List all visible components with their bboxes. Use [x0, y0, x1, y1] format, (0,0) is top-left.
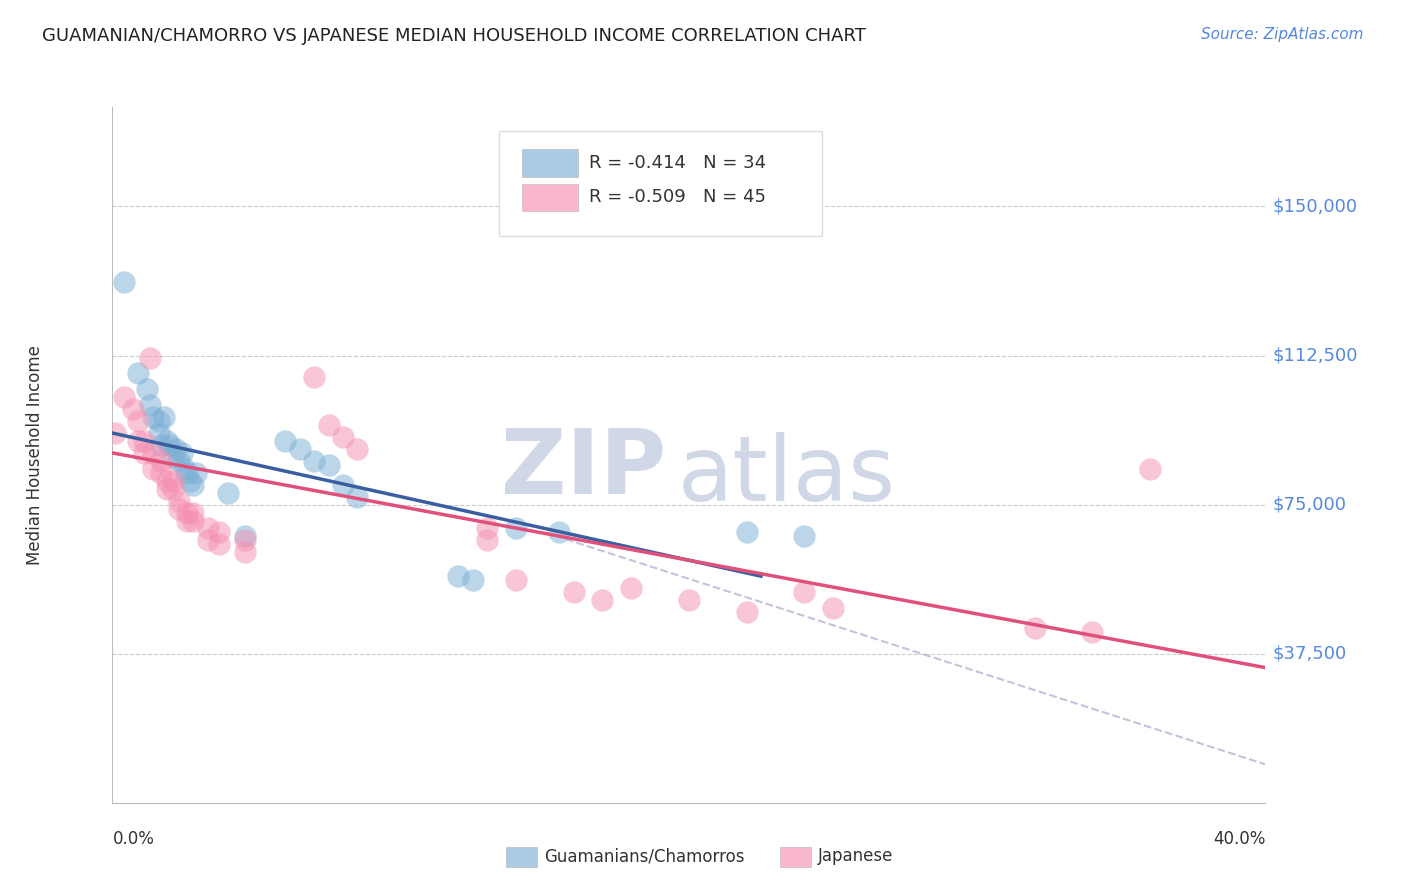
Point — [159, 438, 181, 452]
Point — [1081, 624, 1104, 639]
Point — [318, 458, 340, 472]
Text: $75,000: $75,000 — [1272, 496, 1347, 514]
Point — [678, 593, 700, 607]
Point — [167, 493, 190, 508]
Text: ZIP: ZIP — [501, 425, 666, 513]
Text: 0.0%: 0.0% — [112, 830, 155, 847]
Point — [233, 545, 256, 559]
Point — [142, 410, 165, 425]
Point — [620, 581, 643, 595]
Point — [156, 482, 179, 496]
Point — [562, 585, 585, 599]
Point — [162, 474, 184, 488]
Point — [735, 605, 758, 619]
Point — [112, 275, 135, 289]
Point — [548, 525, 571, 540]
Point — [104, 425, 127, 440]
Point — [793, 585, 815, 599]
Point — [142, 462, 165, 476]
Point — [288, 442, 311, 456]
Point — [233, 529, 256, 543]
Point — [793, 529, 815, 543]
Text: R = -0.509   N = 45: R = -0.509 N = 45 — [589, 188, 766, 206]
Point — [304, 370, 326, 384]
Point — [134, 446, 156, 460]
Point — [121, 402, 143, 417]
FancyBboxPatch shape — [522, 149, 578, 177]
Point — [167, 454, 190, 468]
Text: Japanese: Japanese — [818, 847, 894, 865]
Text: $112,500: $112,500 — [1272, 346, 1358, 365]
Point — [112, 390, 135, 404]
Point — [165, 442, 187, 456]
Point — [181, 477, 204, 491]
Point — [139, 351, 162, 365]
Text: R = -0.414   N = 34: R = -0.414 N = 34 — [589, 153, 766, 171]
Point — [332, 477, 354, 491]
Point — [1139, 462, 1161, 476]
Point — [332, 430, 354, 444]
Point — [346, 490, 368, 504]
Text: GUAMANIAN/CHAMORRO VS JAPANESE MEDIAN HOUSEHOLD INCOME CORRELATION CHART: GUAMANIAN/CHAMORRO VS JAPANESE MEDIAN HO… — [42, 27, 866, 45]
Point — [142, 446, 165, 460]
Point — [150, 454, 173, 468]
Text: Median Household Income: Median Household Income — [27, 345, 44, 565]
Point — [318, 418, 340, 433]
Text: 40.0%: 40.0% — [1213, 830, 1265, 847]
Point — [176, 506, 198, 520]
Point — [217, 485, 239, 500]
Point — [156, 474, 179, 488]
Point — [167, 501, 190, 516]
Point — [505, 521, 527, 535]
Point — [176, 466, 198, 480]
Point — [181, 506, 204, 520]
Text: $37,500: $37,500 — [1272, 645, 1347, 663]
Text: $150,000: $150,000 — [1272, 197, 1358, 216]
Point — [821, 601, 844, 615]
Point — [176, 514, 198, 528]
Point — [127, 367, 149, 381]
Point — [475, 533, 498, 548]
Point — [170, 446, 193, 460]
Text: atlas: atlas — [678, 432, 896, 520]
Point — [346, 442, 368, 456]
Point — [181, 514, 204, 528]
Point — [233, 533, 256, 548]
Point — [156, 434, 179, 448]
Point — [208, 537, 231, 551]
Point — [153, 410, 176, 425]
Point — [173, 462, 195, 476]
Point — [150, 438, 173, 452]
Point — [505, 573, 527, 587]
Text: Guamanians/Chamorros: Guamanians/Chamorros — [544, 847, 745, 865]
Point — [139, 398, 162, 412]
Point — [136, 382, 159, 396]
Point — [148, 414, 170, 428]
Point — [148, 425, 170, 440]
Point — [150, 466, 173, 480]
Point — [197, 533, 219, 548]
Point — [461, 573, 484, 587]
Point — [304, 454, 326, 468]
Point — [162, 450, 184, 464]
Point — [197, 521, 219, 535]
FancyBboxPatch shape — [499, 131, 821, 235]
Point — [274, 434, 297, 448]
Text: Source: ZipAtlas.com: Source: ZipAtlas.com — [1201, 27, 1364, 42]
Point — [447, 569, 470, 583]
Point — [475, 521, 498, 535]
Point — [162, 482, 184, 496]
Point — [127, 414, 149, 428]
Point — [134, 434, 156, 448]
Point — [127, 434, 149, 448]
Point — [1024, 621, 1046, 635]
Point — [735, 525, 758, 540]
Point — [592, 593, 614, 607]
Point — [208, 525, 231, 540]
FancyBboxPatch shape — [522, 184, 578, 211]
Point — [184, 466, 207, 480]
Point — [179, 474, 201, 488]
